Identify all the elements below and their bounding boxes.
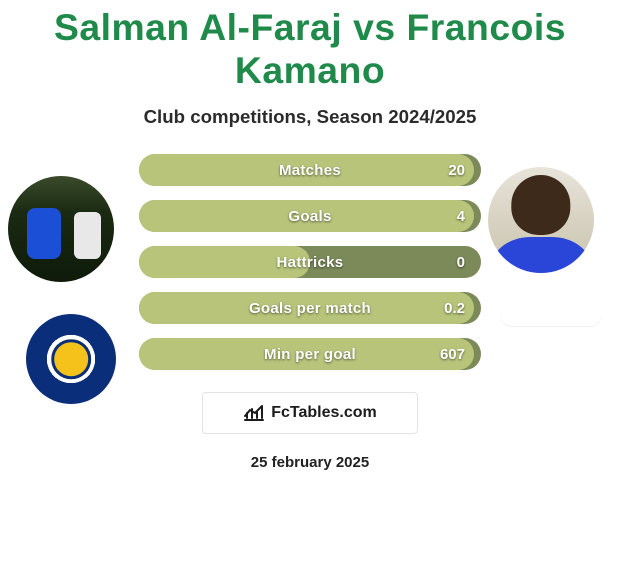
brand-text: FcTables.com [271, 404, 377, 422]
brand-badge[interactable]: FcTables.com [202, 392, 418, 434]
bar-value-right: 20 [448, 154, 465, 186]
bar-label: Min per goal [139, 338, 481, 370]
bar-value-right: 607 [440, 338, 465, 370]
player1-club-badge [26, 314, 116, 404]
content-area: Matches20 Goals4 Hattricks0 Goals per match… [0, 154, 620, 471]
stat-bar-row: Goals4 [139, 200, 481, 232]
player1-photo [8, 176, 114, 282]
player2-avatar [488, 167, 594, 273]
brand-chart-icon [243, 404, 265, 422]
bar-label: Goals [139, 200, 481, 232]
bar-label: Hattricks [139, 246, 481, 278]
club-badge-art [26, 314, 116, 404]
player1-avatar [8, 176, 114, 282]
player2-photo [488, 167, 594, 273]
bar-value-right: 4 [457, 200, 465, 232]
stat-bar-row: Hattricks0 [139, 246, 481, 278]
bar-value-right: 0.2 [444, 292, 465, 324]
page-title: Salman Al-Faraj vs Francois Kamano [0, 0, 620, 92]
generation-date: 25 february 2025 [0, 454, 620, 471]
bar-value-right: 0 [457, 246, 465, 278]
bar-label: Matches [139, 154, 481, 186]
comparison-card: Salman Al-Faraj vs Francois Kamano Club … [0, 0, 620, 580]
title-vs: vs [353, 6, 396, 48]
stat-bar-row: Goals per match0.2 [139, 292, 481, 324]
stat-bars: Matches20 Goals4 Hattricks0 Goals per match… [139, 154, 481, 370]
player2-club-pill [500, 302, 602, 326]
bar-label: Goals per match [139, 292, 481, 324]
subtitle: Club competitions, Season 2024/2025 [0, 106, 620, 128]
title-player1: Salman Al-Faraj [54, 6, 342, 48]
stat-bar-row: Matches20 [139, 154, 481, 186]
stat-bar-row: Min per goal607 [139, 338, 481, 370]
